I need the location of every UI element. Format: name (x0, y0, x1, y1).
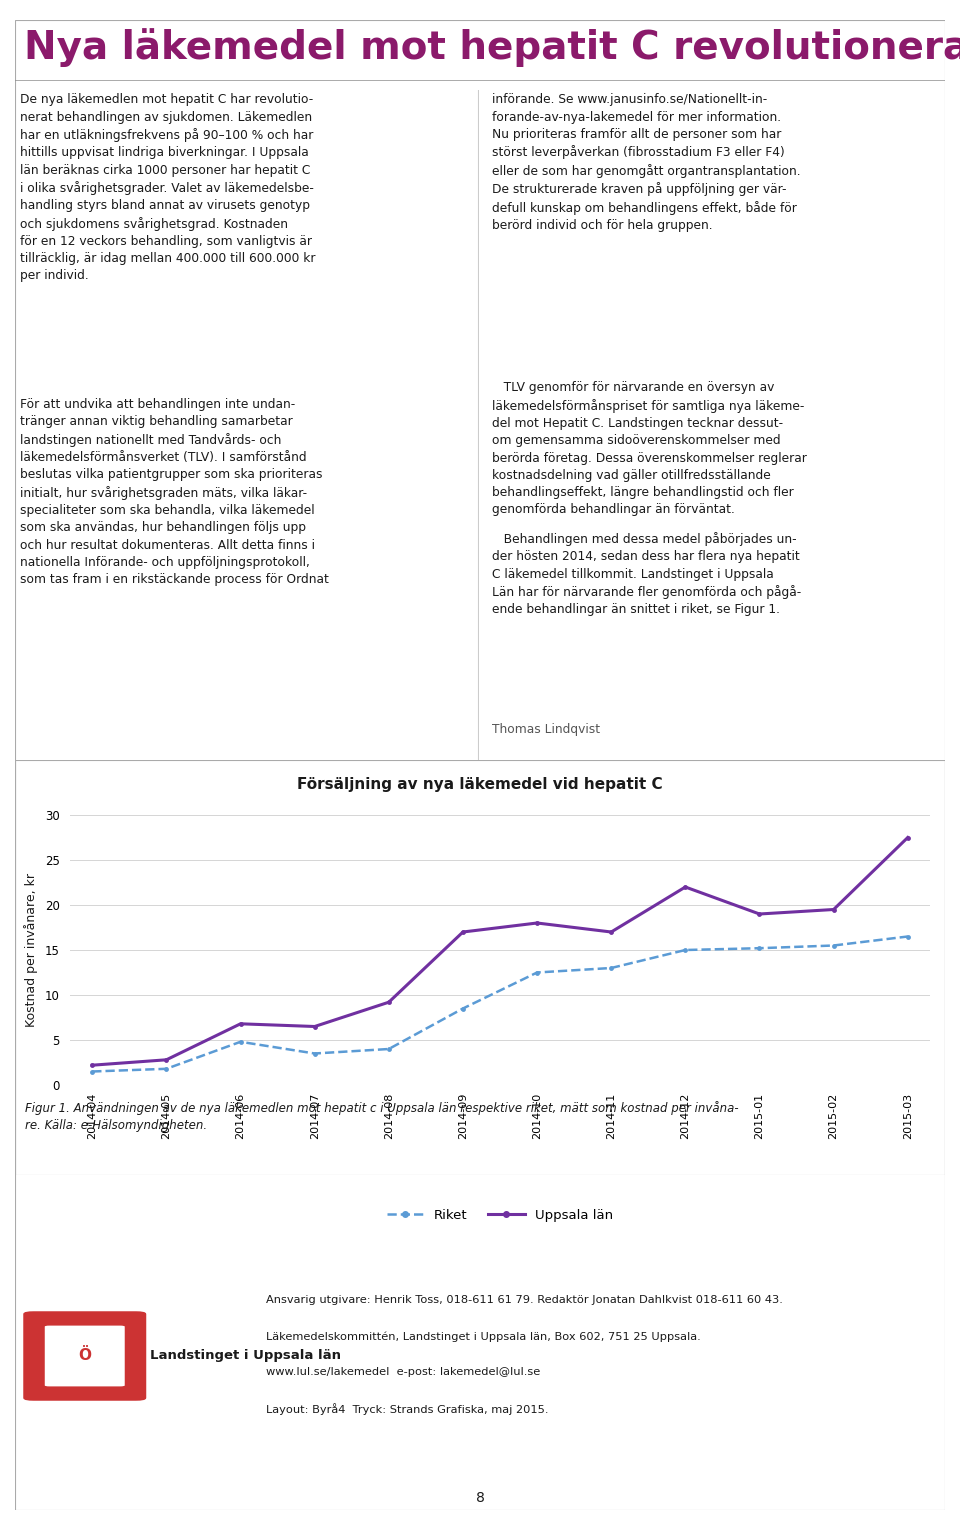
Legend: Riket, Uppsala län: Riket, Uppsala län (381, 1203, 618, 1228)
Text: 8: 8 (475, 1490, 485, 1505)
Text: Behandlingen med dessa medel påbörjades un-
der hösten 2014, sedan dess har fler: Behandlingen med dessa medel påbörjades … (492, 532, 802, 616)
Text: Försäljning av nya läkemedel vid hepatit C: Försäljning av nya läkemedel vid hepatit… (298, 778, 662, 793)
Text: Thomas Lindqvist: Thomas Lindqvist (492, 723, 600, 737)
Text: Layout: Byrå4  Tryck: Strands Grafiska, maj 2015.: Layout: Byrå4 Tryck: Strands Grafiska, m… (266, 1403, 548, 1415)
Text: Ö: Ö (79, 1348, 91, 1363)
Text: Landstinget i Uppsala län: Landstinget i Uppsala län (150, 1350, 341, 1362)
FancyBboxPatch shape (24, 1313, 145, 1400)
Text: För att undvika att behandlingen inte undan-
tränger annan viktig behandling sam: För att undvika att behandlingen inte un… (20, 398, 329, 586)
Text: De nya läkemedlen mot hepatit C har revolutio-
nerat behandlingen av sjukdomen. : De nya läkemedlen mot hepatit C har revo… (20, 93, 316, 282)
Text: Ansvarig utgivare: Henrik Toss, 018-611 61 79. Redaktör Jonatan Dahlkvist 018-61: Ansvarig utgivare: Henrik Toss, 018-611 … (266, 1295, 783, 1305)
Text: införande. Se www.janusinfo.se/Nationellt-in-
forande-av-nya-lakemedel för mer i: införande. Se www.janusinfo.se/Nationell… (492, 93, 801, 232)
Text: www.lul.se/lakemedel  e-post: lakemedel@lul.se: www.lul.se/lakemedel e-post: lakemedel@l… (266, 1368, 540, 1377)
Text: TLV genomför för närvarande en översyn av
läkemedelsförmånspriset för samtliga n: TLV genomför för närvarande en översyn a… (492, 381, 806, 517)
FancyBboxPatch shape (45, 1325, 125, 1386)
Text: Figur 1. Användningen av de nya läkemedlen mot hepatit c i Uppsala län respektiv: Figur 1. Användningen av de nya läkemedl… (25, 1101, 738, 1132)
Text: Nya läkemedel mot hepatit C revolutionerar!: Nya läkemedel mot hepatit C revolutioner… (24, 29, 960, 67)
Y-axis label: Kostnad per invånare, kr: Kostnad per invånare, kr (24, 872, 37, 1026)
Text: Läkemedelskommittén, Landstinget i Uppsala län, Box 602, 751 25 Uppsala.: Läkemedelskommittén, Landstinget i Uppsa… (266, 1331, 701, 1342)
